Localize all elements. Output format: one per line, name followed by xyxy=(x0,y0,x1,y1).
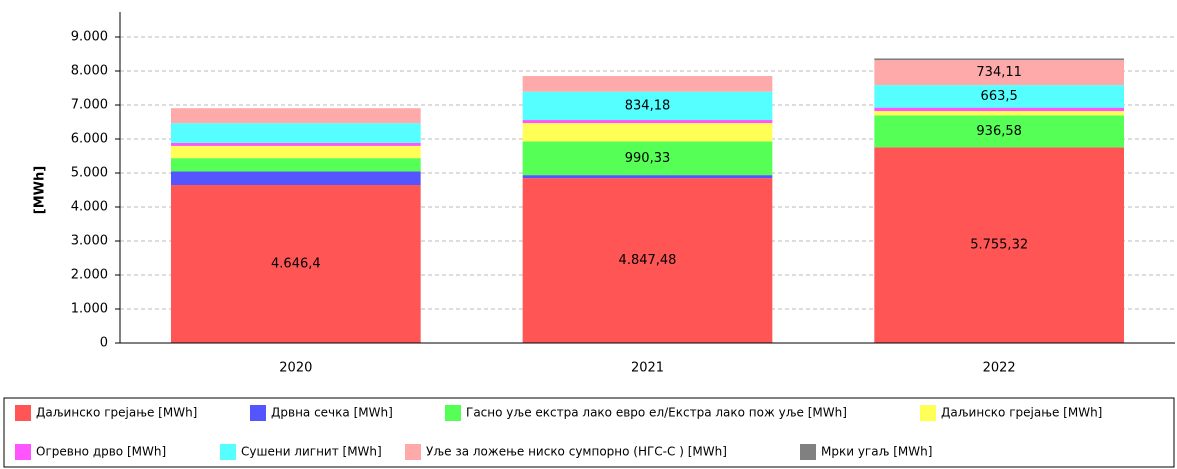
y-tick-label: 9.000 xyxy=(71,30,108,45)
legend-swatch xyxy=(15,444,31,460)
legend-label: Огревно дрво [MWh] xyxy=(36,445,166,459)
bar-segment xyxy=(874,85,1125,108)
y-tick-label: 1.000 xyxy=(71,302,108,317)
legend-label: Даљинско грејање [MWh] xyxy=(36,406,197,420)
data-label: 734,11 xyxy=(976,65,1022,80)
x-tick-label: 2021 xyxy=(631,361,664,376)
bar-segment xyxy=(522,178,773,343)
legend-swatch xyxy=(220,444,236,460)
bar-segment xyxy=(522,120,773,124)
y-tick-label: 2.000 xyxy=(71,268,108,283)
legend-label: Даљинско грејање [MWh] xyxy=(941,406,1102,420)
bar-segment xyxy=(522,123,773,142)
bar-segment xyxy=(522,175,773,179)
bar-segment xyxy=(170,108,421,124)
bar-segment xyxy=(522,141,773,176)
legend-label: Мрки угаљ [MWh] xyxy=(821,445,932,459)
bar-segment xyxy=(522,76,773,92)
data-label: 4.646,4 xyxy=(271,257,321,272)
legend-label: Гасно уље екстра лако евро ел/Екстра лак… xyxy=(466,406,847,420)
legend-box xyxy=(3,397,1175,468)
bar-segment xyxy=(874,107,1125,112)
bar-segment xyxy=(170,171,421,186)
y-tick-label: 8.000 xyxy=(71,64,108,79)
x-tick-label: 2022 xyxy=(983,361,1016,376)
y-tick-label: 3.000 xyxy=(71,234,108,249)
legend-label: Сушени лигнит [MWh] xyxy=(241,445,382,459)
y-tick-label: 5.000 xyxy=(71,166,108,181)
data-label: 990,33 xyxy=(625,151,671,166)
bar-segment xyxy=(170,158,421,172)
bar-segment xyxy=(170,142,421,146)
legend-swatch xyxy=(405,444,421,460)
data-label: 4.847,48 xyxy=(619,253,677,268)
bar-segment xyxy=(874,147,1125,343)
bar-segment xyxy=(170,145,421,159)
bar-segment xyxy=(522,91,773,121)
data-label: 936,58 xyxy=(976,124,1022,139)
legend-swatch xyxy=(250,405,266,421)
bar-segment xyxy=(874,111,1125,116)
data-label: 834,18 xyxy=(625,98,671,113)
bar-segment xyxy=(170,123,421,143)
legend-swatch xyxy=(15,405,31,421)
y-axis-label: [MWh] xyxy=(33,166,48,214)
data-label: 5.755,32 xyxy=(970,238,1028,253)
legend-swatch xyxy=(800,444,816,460)
legend-swatch xyxy=(445,405,461,421)
x-tick-label: 2020 xyxy=(279,361,312,376)
bar-segment xyxy=(874,60,1125,86)
y-tick-label: 4.000 xyxy=(71,200,108,215)
legend-swatch xyxy=(920,405,936,421)
y-tick-label: 7.000 xyxy=(71,98,108,113)
y-tick-label: 6.000 xyxy=(71,132,108,147)
data-label: 663,5 xyxy=(981,89,1018,104)
legend-label: Уље за ложење ниско сумпорно (НГС-С ) [M… xyxy=(426,445,727,459)
bar-segment xyxy=(170,185,421,343)
bar-segment xyxy=(874,115,1125,148)
bar-segment xyxy=(874,58,1125,61)
y-tick-label: 0 xyxy=(100,336,108,351)
legend-label: Дрвна сечка [MWh] xyxy=(271,406,393,420)
